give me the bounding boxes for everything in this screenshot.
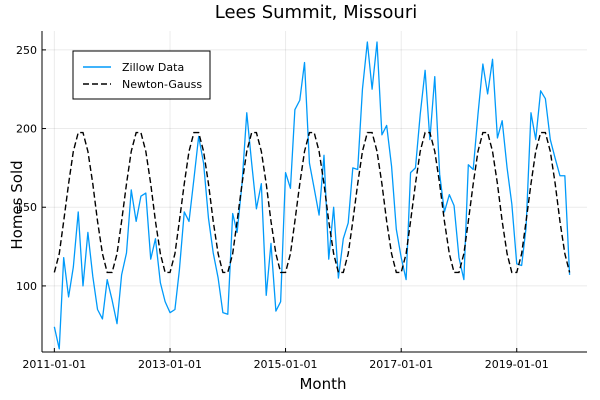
x-tick-label: 2013-01-01 xyxy=(138,358,202,371)
legend-box xyxy=(72,50,211,100)
x-tick-label: 2011-01-01 xyxy=(22,358,86,371)
series-line-newton-gauss xyxy=(53,131,571,274)
x-axis-label: Month xyxy=(299,375,346,393)
x-tick-label: 2015-01-01 xyxy=(254,358,318,371)
y-tick-label: 100 xyxy=(16,280,37,293)
y-axis-label: Homes Sold xyxy=(8,160,26,249)
x-tick-label: 2017-01-01 xyxy=(369,358,433,371)
plot-series xyxy=(53,41,571,350)
x-tick-label: 2019-01-01 xyxy=(485,358,549,371)
y-axis-ticks: 100 150 200 250 xyxy=(16,44,46,293)
legend: Zillow Data Newton-Gauss xyxy=(72,50,211,100)
y-tick-label: 250 xyxy=(16,44,37,57)
y-tick-label: 150 xyxy=(16,201,37,214)
plot-axes xyxy=(41,31,587,353)
series-line-zillow-data xyxy=(53,41,571,350)
legend-label-newton-gauss: Newton-Gauss xyxy=(122,78,202,91)
x-axis-ticks: 2011-01-01 2013-01-01 2015-01-01 2017-01-01… xyxy=(22,348,549,371)
chart-title: Lees Summit, Missouri xyxy=(215,2,417,23)
legend-label-zillow-data: Zillow Data xyxy=(122,61,184,74)
y-tick-label: 200 xyxy=(16,123,37,136)
